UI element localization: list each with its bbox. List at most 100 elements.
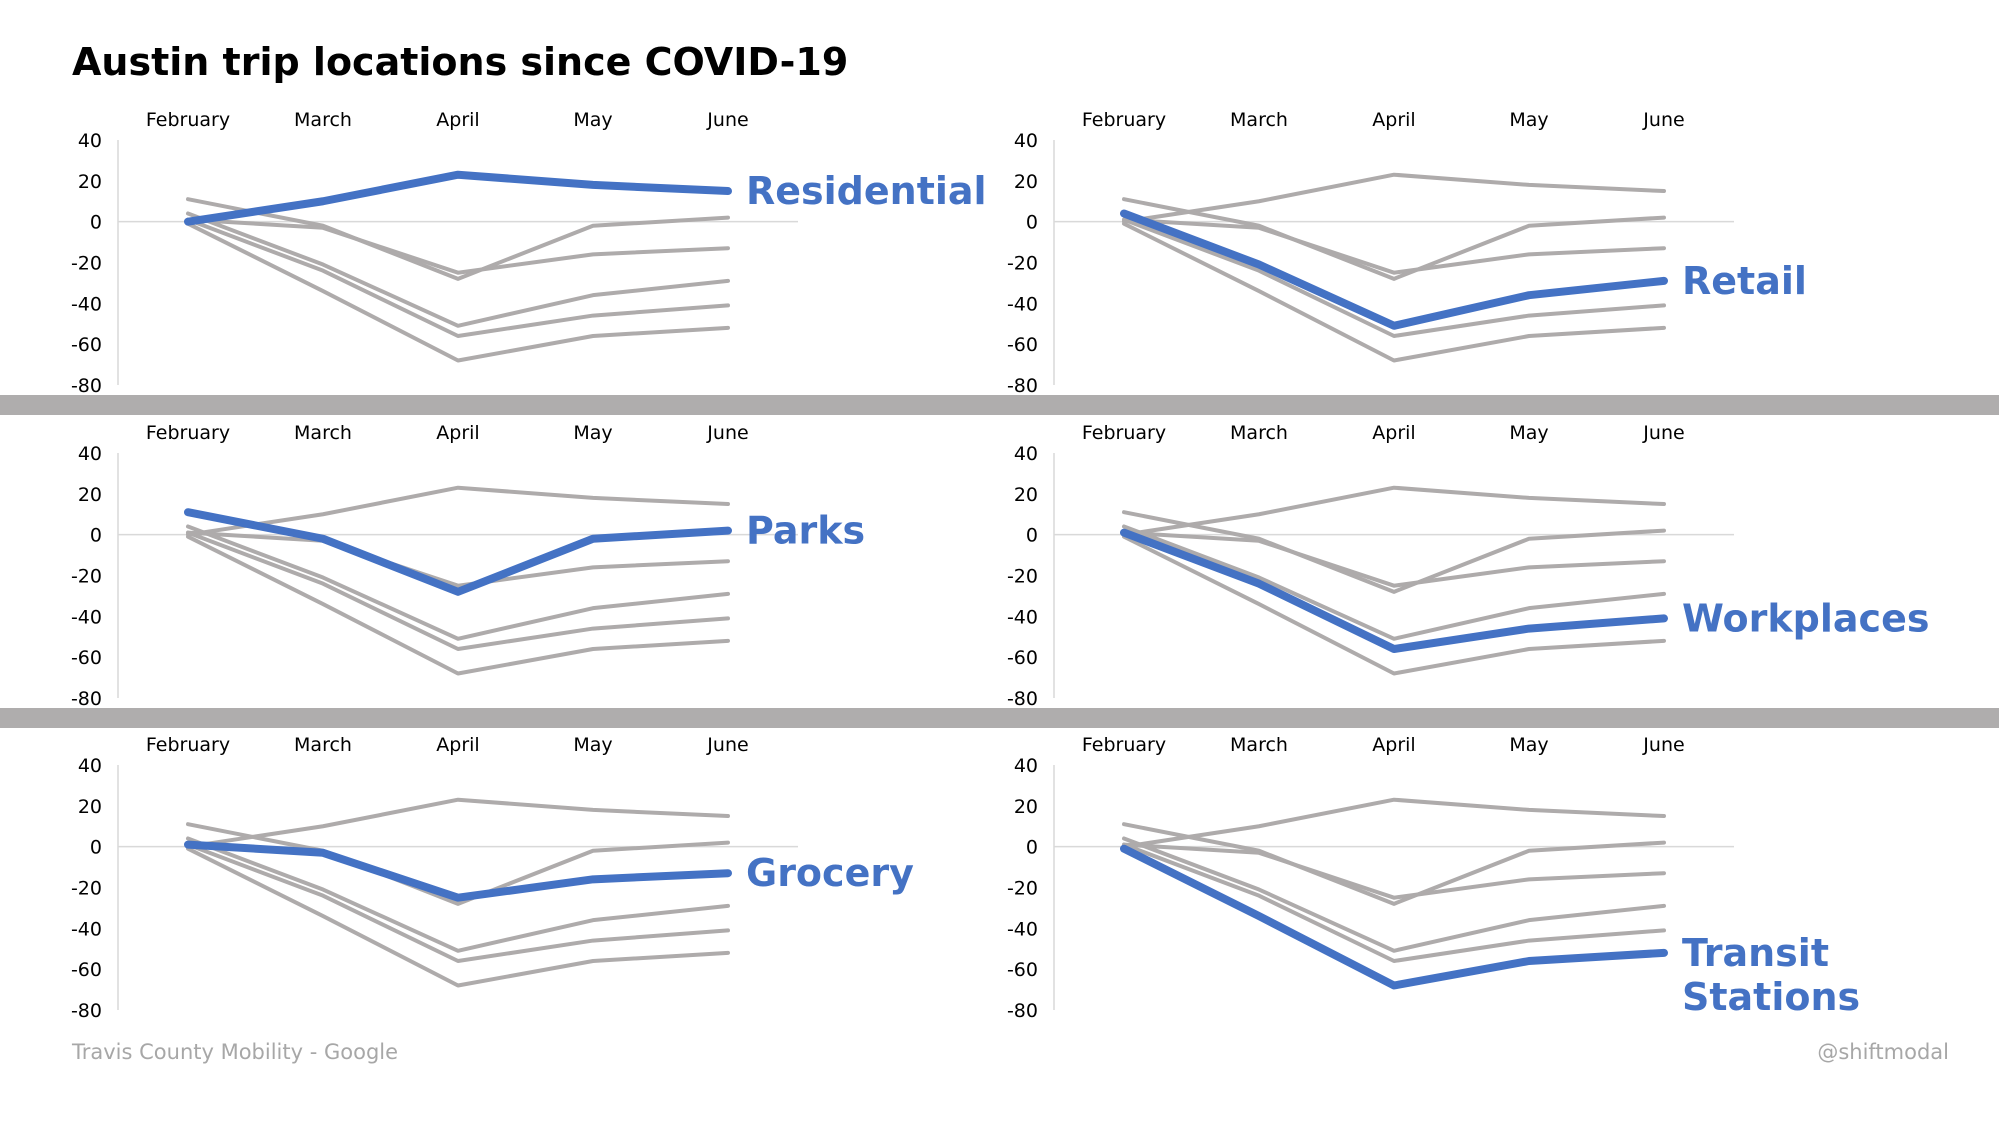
y-tick-label: -80: [1007, 375, 1038, 397]
x-tick-label: May: [1509, 422, 1548, 444]
y-tick-label: 40: [1014, 130, 1038, 152]
y-tick-label: 40: [78, 755, 102, 777]
context-series-line: [186, 197, 730, 281]
context-series-line: [1122, 822, 1666, 906]
x-tick-label: June: [1642, 422, 1684, 444]
y-tick-label: -60: [71, 334, 102, 356]
context-series-line: [1122, 510, 1666, 594]
y-tick-label: 0: [1026, 525, 1038, 547]
x-tick-label: March: [294, 422, 352, 444]
chart-panel: February March April May June 40 20 0 -20 -40 -60 -…: [1007, 422, 1930, 710]
highlight-series-line: [184, 508, 732, 596]
x-tick-label: June: [1642, 109, 1684, 131]
x-tick-label: May: [1509, 734, 1548, 756]
series-label: Residential: [746, 169, 987, 213]
series-label: Parks: [746, 509, 865, 553]
context-series-line: [186, 797, 730, 849]
series-label: Grocery: [746, 851, 914, 895]
context-series-line: [186, 530, 730, 588]
y-tick-label: 20: [1014, 484, 1038, 506]
context-series-line: [1122, 842, 1666, 900]
y-tick-label: -80: [71, 1000, 102, 1022]
x-tick-label: February: [146, 422, 230, 444]
y-tick-label: -40: [1007, 606, 1038, 628]
y-tick-label: -20: [1007, 253, 1038, 275]
chart-panel: February March April May June 40 20 0 -20 -40 -60 -…: [71, 422, 865, 710]
y-tick-label: 20: [78, 796, 102, 818]
x-tick-label: June: [1642, 734, 1684, 756]
context-series-line: [186, 846, 730, 988]
y-tick-label: 20: [78, 171, 102, 193]
x-tick-label: April: [1372, 422, 1415, 444]
y-tick-label: 20: [78, 484, 102, 506]
x-tick-label: February: [146, 109, 230, 131]
x-tick-label: February: [146, 734, 230, 756]
chart-panel: February March April May June 40 20 0 -20 -40 -60 -…: [1007, 109, 1807, 397]
y-tick-label: -80: [1007, 688, 1038, 710]
x-tick-label: February: [1082, 109, 1166, 131]
y-tick-label: 40: [1014, 755, 1038, 777]
y-tick-label: -40: [71, 293, 102, 315]
highlight-series-line: [1120, 844, 1668, 990]
chart-panel: February March April May June 40 20 0 -20 -40 -60 -…: [1007, 734, 1860, 1022]
y-tick-label: -40: [1007, 293, 1038, 315]
context-series-line: [1122, 217, 1666, 338]
x-tick-label: April: [436, 109, 479, 131]
source-note: Travis County Mobility - Google: [72, 1040, 399, 1064]
x-tick-label: May: [573, 109, 612, 131]
y-tick-label: 40: [1014, 443, 1038, 465]
y-tick-label: 0: [1026, 212, 1038, 234]
y-tick-label: -60: [71, 647, 102, 669]
context-series-line: [1122, 836, 1666, 953]
y-tick-label: 40: [78, 443, 102, 465]
series-label: Workplaces: [1682, 596, 1929, 640]
y-tick-label: 40: [78, 130, 102, 152]
context-series-line: [1122, 524, 1666, 641]
context-series-line: [186, 842, 730, 963]
x-tick-label: June: [706, 734, 748, 756]
context-series-line: [186, 822, 730, 906]
y-tick-label: -20: [71, 878, 102, 900]
context-series-line: [186, 530, 730, 651]
y-tick-label: 0: [90, 525, 102, 547]
context-series-line: [186, 485, 730, 537]
x-tick-label: May: [1509, 109, 1548, 131]
y-tick-label: -20: [1007, 878, 1038, 900]
context-series-line: [1122, 217, 1666, 275]
y-tick-label: -40: [1007, 918, 1038, 940]
context-series-line: [186, 836, 730, 953]
x-tick-label: March: [1230, 422, 1288, 444]
y-tick-label: -80: [1007, 1000, 1038, 1022]
x-tick-label: March: [294, 734, 352, 756]
y-tick-label: -60: [1007, 647, 1038, 669]
credit-handle: @shiftmodal: [1817, 1040, 1949, 1064]
context-series-line: [1122, 534, 1666, 676]
context-series-line: [186, 524, 730, 641]
context-series-line: [186, 217, 730, 275]
context-series-line: [1122, 221, 1666, 363]
y-tick-label: -40: [71, 918, 102, 940]
y-tick-label: 0: [90, 837, 102, 859]
y-tick-label: -20: [1007, 566, 1038, 588]
x-tick-label: June: [706, 422, 748, 444]
x-tick-label: March: [1230, 109, 1288, 131]
y-tick-label: -20: [71, 566, 102, 588]
x-tick-label: April: [1372, 109, 1415, 131]
x-tick-label: April: [1372, 734, 1415, 756]
x-tick-label: June: [706, 109, 748, 131]
row-separator-band: [0, 395, 1999, 415]
highlight-series-line: [1120, 528, 1668, 653]
context-series-line: [1122, 172, 1666, 224]
y-tick-label: -80: [71, 375, 102, 397]
context-series-line: [186, 221, 730, 363]
chart-panel: February March April May June 40 20 0 -20 -40 -60 -…: [71, 109, 987, 397]
y-tick-label: 0: [90, 212, 102, 234]
context-series-line: [1122, 797, 1666, 849]
y-tick-label: -40: [71, 606, 102, 628]
y-tick-label: 20: [1014, 171, 1038, 193]
highlight-series-line: [184, 840, 732, 902]
y-tick-label: 20: [1014, 796, 1038, 818]
series-label: Transit: [1682, 931, 1829, 975]
context-series-line: [1122, 485, 1666, 537]
x-tick-label: April: [436, 734, 479, 756]
